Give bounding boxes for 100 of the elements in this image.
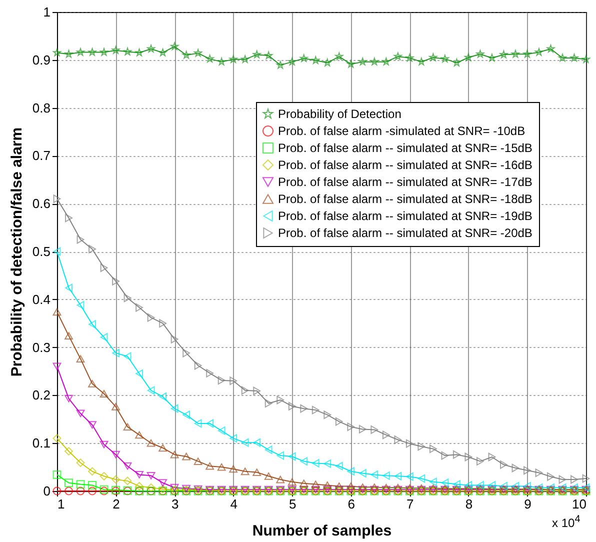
- point: [64, 486, 73, 496]
- point: [182, 50, 190, 59]
- point: [512, 482, 520, 490]
- y-axis-title: Probability of detection/false alarm: [8, 127, 26, 377]
- point: [264, 472, 273, 480]
- legend-label: Prob. of false alarm -- simulated at SNR= -19dB: [278, 209, 532, 223]
- point: [170, 334, 178, 344]
- point: [88, 380, 96, 388]
- point: [124, 352, 132, 361]
- x-tick-label: 6: [348, 496, 356, 512]
- point: [100, 472, 108, 480]
- point: [441, 478, 449, 488]
- point: [241, 386, 249, 395]
- point: [464, 452, 472, 462]
- point: [358, 483, 367, 491]
- point: [324, 459, 332, 468]
- point: [64, 332, 73, 340]
- point: [358, 58, 367, 66]
- point: [476, 50, 484, 58]
- point: [170, 450, 179, 458]
- x-tick-label: 5: [288, 496, 296, 512]
- point: [182, 348, 190, 358]
- point: [417, 58, 426, 66]
- x-tick-label: 2: [112, 496, 120, 512]
- point: [312, 56, 320, 64]
- point: [276, 451, 284, 460]
- point: [252, 50, 261, 58]
- y-tick-label: 0.2: [32, 388, 50, 403]
- x-tick-label: 7: [406, 496, 414, 512]
- point: [358, 425, 366, 434]
- point: [300, 457, 308, 466]
- point: [76, 486, 85, 496]
- point: [524, 466, 531, 475]
- point: [500, 460, 508, 469]
- point: [100, 333, 108, 342]
- point: [429, 478, 437, 486]
- point: [76, 235, 84, 244]
- point: [194, 48, 202, 57]
- y-tick-label: 0.4: [32, 292, 50, 307]
- point: [558, 475, 566, 484]
- point: [218, 376, 226, 385]
- point: [512, 464, 520, 472]
- point: [418, 474, 426, 483]
- point: [147, 386, 155, 395]
- point: [324, 410, 332, 420]
- point: [88, 320, 96, 329]
- x-tick-label: 9: [524, 496, 532, 512]
- point: [65, 214, 72, 222]
- point: [112, 348, 120, 358]
- point: [253, 386, 261, 396]
- point: [135, 48, 144, 56]
- point: [288, 58, 296, 66]
- point: [230, 376, 238, 386]
- point: [100, 390, 108, 398]
- point: [323, 58, 332, 66]
- point: [76, 48, 85, 56]
- point: [264, 399, 272, 408]
- point: [524, 482, 531, 490]
- y-tick-label: 0.8: [32, 100, 50, 116]
- point: [240, 468, 250, 476]
- point: [194, 419, 202, 428]
- point: [347, 422, 355, 432]
- point: [100, 48, 108, 56]
- point: [535, 468, 543, 478]
- point: [570, 54, 578, 62]
- point: [429, 53, 438, 62]
- point: [335, 52, 344, 60]
- y-tick-label: 0.6: [32, 196, 50, 212]
- point: [112, 46, 120, 54]
- point: [441, 451, 449, 460]
- point: [276, 476, 285, 484]
- point: [64, 478, 73, 488]
- point: [511, 50, 520, 58]
- y-tick-label: 1: [43, 4, 50, 20]
- point: [88, 486, 96, 496]
- point: [112, 402, 120, 410]
- point: [229, 465, 238, 473]
- point: [76, 458, 85, 467]
- point: [311, 480, 320, 488]
- point: [582, 55, 590, 63]
- point: [76, 480, 85, 488]
- point: [158, 444, 168, 452]
- point: [112, 450, 120, 458]
- point: [440, 54, 449, 62]
- point: [476, 481, 484, 490]
- point: [546, 44, 555, 52]
- point: [123, 476, 132, 486]
- point: [88, 48, 96, 56]
- point: [64, 394, 73, 402]
- point: [136, 369, 143, 378]
- point: [488, 481, 496, 490]
- legend-label: Prob. of false alarm -simulated at SNR= -10dB: [278, 124, 526, 138]
- legend-label: Prob. of false alarm -- simulated at SNR= -18dB: [278, 192, 532, 206]
- point: [582, 474, 590, 483]
- point: [334, 482, 344, 490]
- point: [194, 361, 202, 370]
- point: [100, 440, 108, 448]
- point: [147, 313, 155, 322]
- point: [264, 51, 273, 60]
- point: [52, 434, 62, 443]
